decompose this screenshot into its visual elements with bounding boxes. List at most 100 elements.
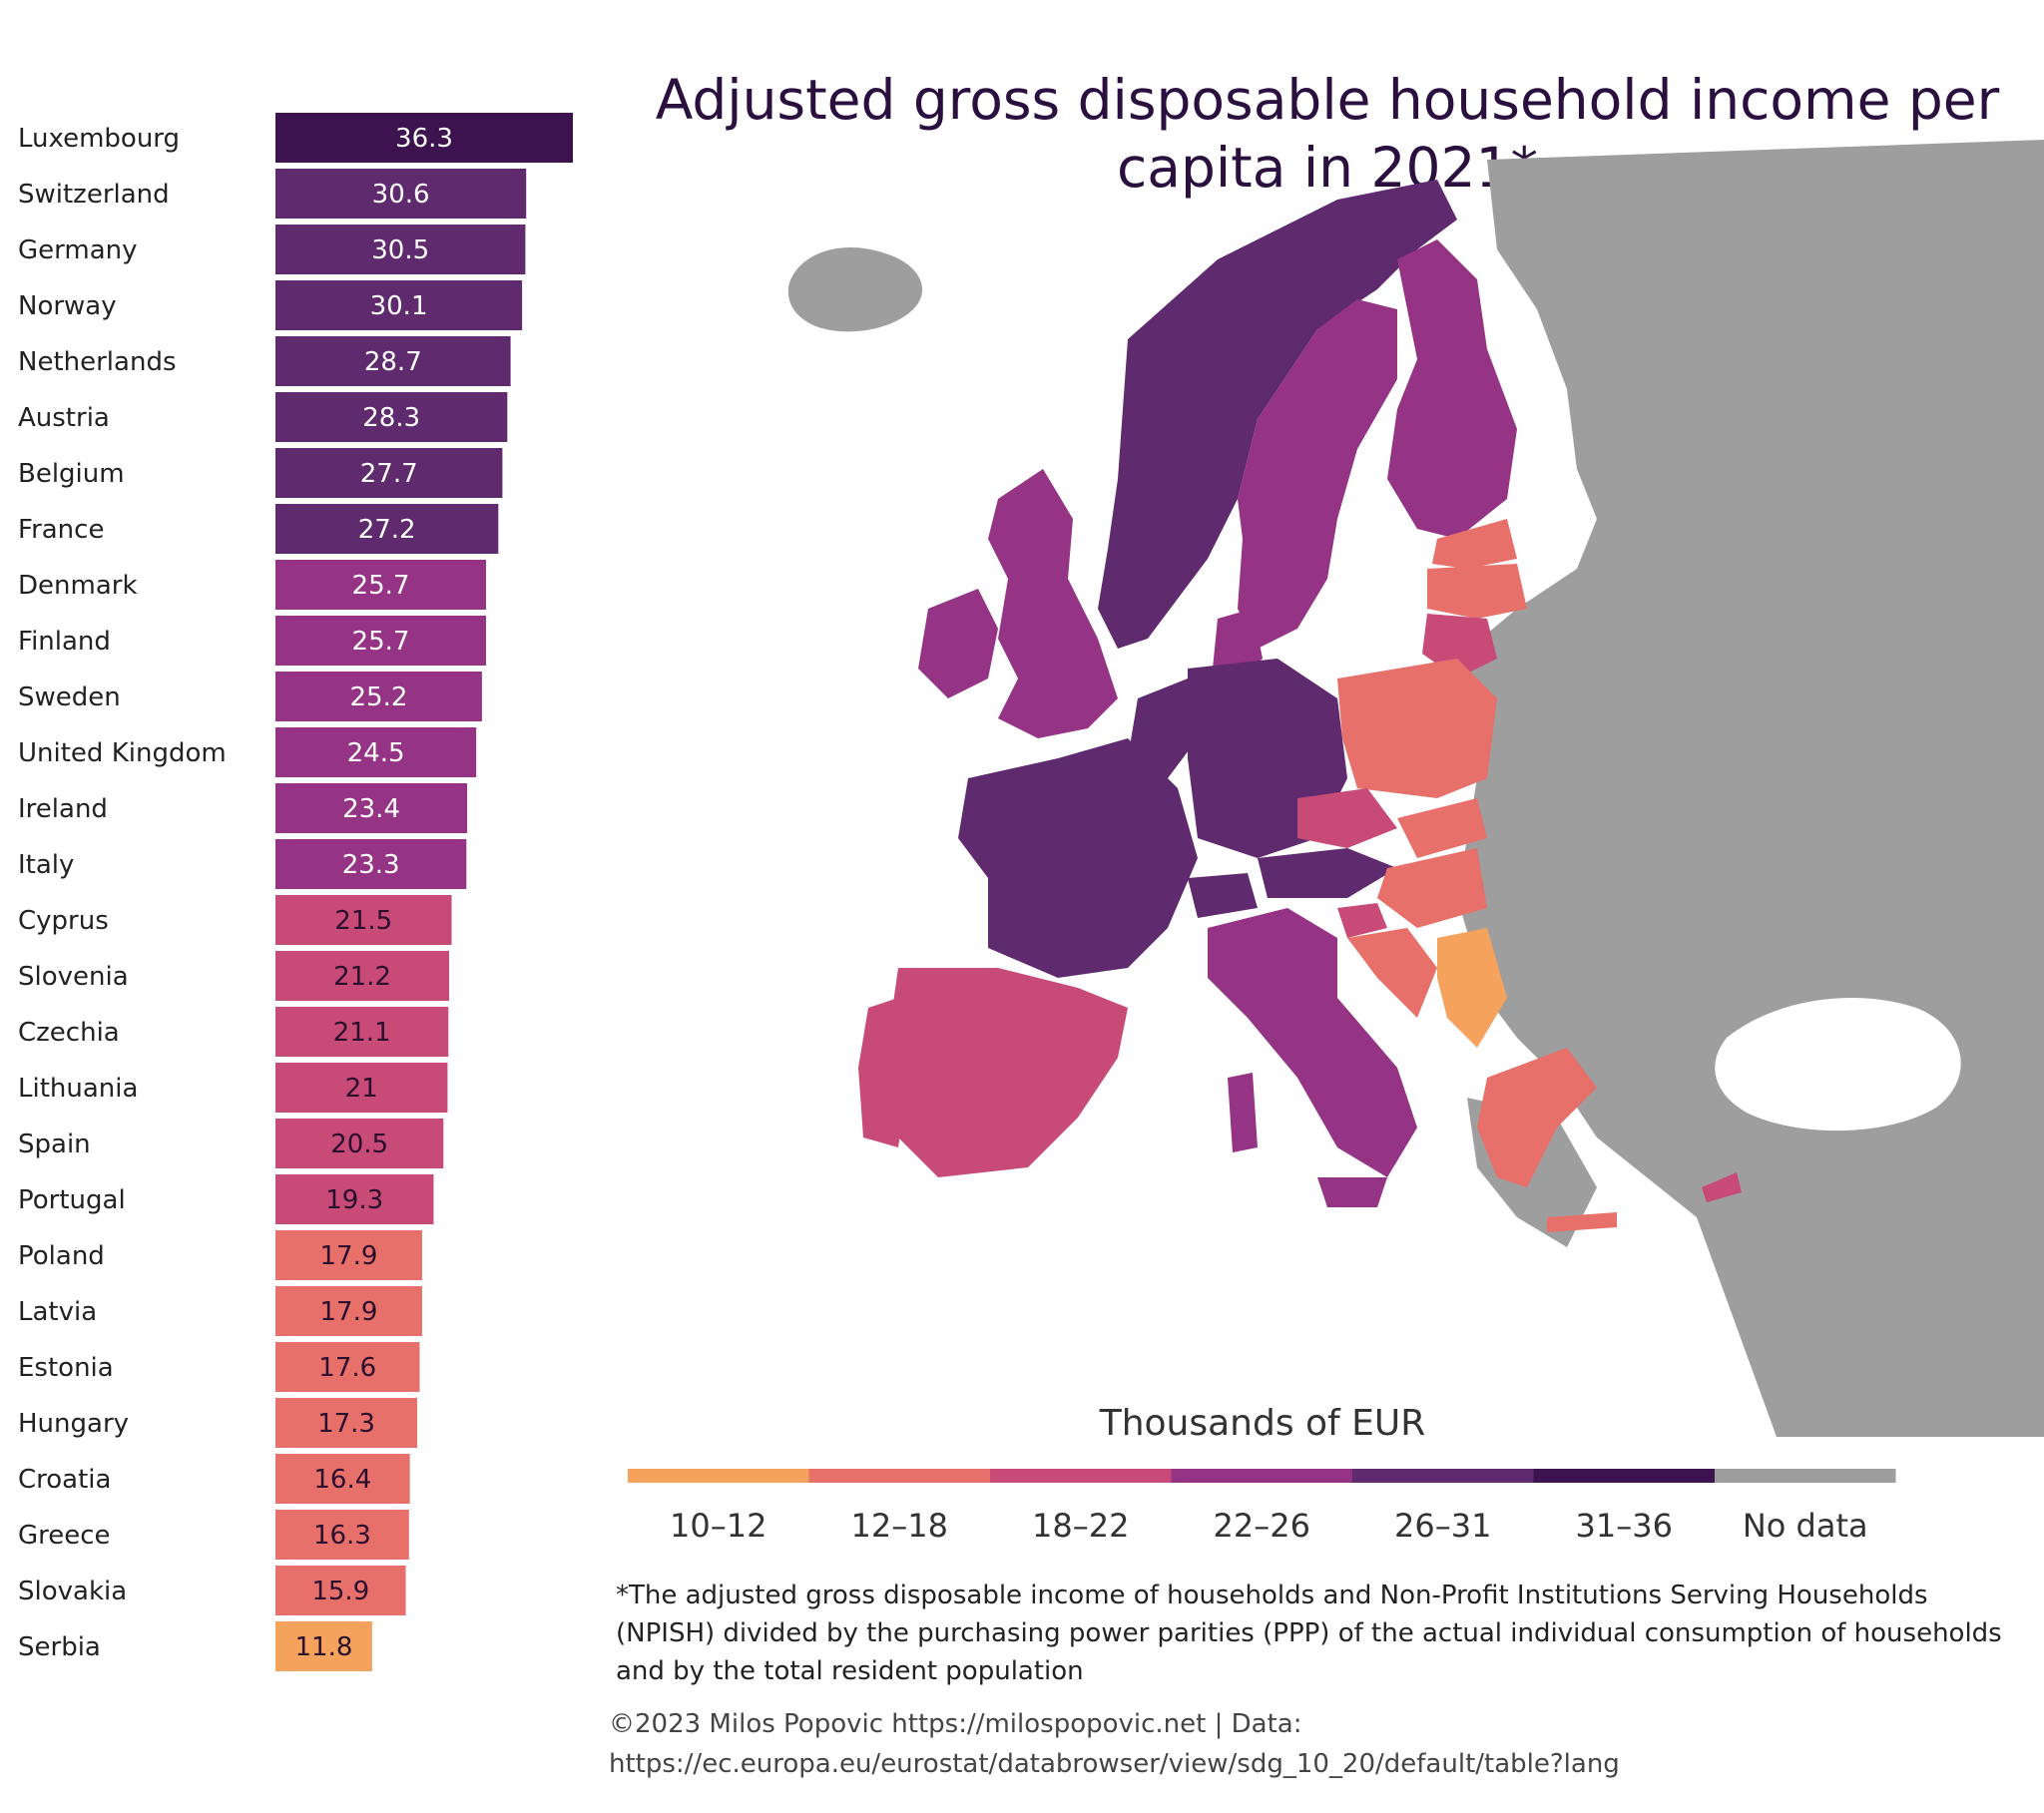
- map-region-crete: [1547, 1212, 1617, 1232]
- legend-swatch: [808, 1469, 990, 1483]
- data-label: 21.5: [334, 906, 392, 936]
- map-region-italy: [1208, 908, 1417, 1177]
- bar: [275, 616, 486, 666]
- data-label: 19.3: [325, 1185, 383, 1215]
- category-label: Finland: [18, 627, 111, 657]
- category-label: Luxembourg: [18, 124, 180, 154]
- map-region-croatia: [1347, 928, 1437, 1018]
- credit-line-2: https://ec.europa.eu/eurostat/databrowse…: [609, 1749, 1620, 1779]
- bar: [275, 1174, 434, 1224]
- bar: [275, 448, 503, 498]
- data-label: 17.9: [320, 1297, 378, 1327]
- map-region-sicily: [1317, 1177, 1387, 1207]
- data-label: 16.4: [313, 1465, 371, 1495]
- map-region-cyprus: [1702, 1172, 1742, 1202]
- bar: [275, 783, 468, 833]
- bar: [275, 169, 527, 219]
- legend-label: 10–12: [670, 1507, 766, 1545]
- europe-choropleth-map: [787, 140, 2044, 1437]
- bar: [275, 1510, 409, 1560]
- bar: [275, 504, 499, 554]
- legend-swatch: [1715, 1469, 1896, 1483]
- category-label: Portugal: [18, 1185, 126, 1215]
- map-region-greece: [1477, 1048, 1597, 1187]
- data-label: 15.9: [311, 1577, 369, 1606]
- category-label: Poland: [18, 1241, 105, 1271]
- bar: [275, 1007, 449, 1057]
- bar: [275, 336, 511, 386]
- data-label: 23.3: [342, 850, 400, 880]
- bar: [275, 951, 450, 1001]
- legend-label: No data: [1743, 1507, 1868, 1545]
- bar: [275, 1398, 418, 1448]
- data-label: 23.4: [342, 794, 400, 824]
- legend-swatch: [990, 1469, 1172, 1483]
- map-region-black-sea: [1715, 998, 1961, 1132]
- legend-label: 12–18: [851, 1507, 948, 1545]
- category-label: Switzerland: [18, 180, 170, 210]
- data-label: 11.8: [294, 1632, 352, 1662]
- map-region-portugal: [858, 998, 908, 1147]
- data-label: 21: [345, 1074, 378, 1104]
- category-label: Estonia: [18, 1353, 114, 1383]
- credit: ©2023 Milos Popovic https://milospopovic…: [609, 1704, 2026, 1784]
- category-label: Latvia: [18, 1297, 97, 1327]
- map-region-austria: [1258, 848, 1397, 898]
- category-label: Denmark: [18, 571, 138, 601]
- category-label: Norway: [18, 291, 117, 321]
- bar: [275, 1621, 372, 1671]
- map-region-finland: [1387, 239, 1517, 539]
- category-label: Ireland: [18, 794, 108, 824]
- data-label: 27.2: [358, 515, 416, 545]
- map-region-spain: [888, 968, 1128, 1177]
- bar: [275, 392, 508, 442]
- map-region-serbia: [1437, 928, 1507, 1048]
- category-label: Cyprus: [18, 906, 109, 936]
- bar: [275, 560, 486, 610]
- map-region-france: [958, 738, 1198, 978]
- bar: [275, 280, 523, 330]
- bar-chart: Luxembourg 36.3 Switzerland 30.6 Germany 30.5…: [18, 113, 573, 1671]
- map-region-czechia: [1297, 788, 1397, 848]
- legend-label: 31–36: [1576, 1507, 1673, 1545]
- data-label: 17.9: [320, 1241, 378, 1271]
- data-label: 20.5: [330, 1130, 388, 1159]
- category-label: Slovenia: [18, 962, 129, 992]
- category-label: Serbia: [18, 1632, 101, 1662]
- legend-label: 18–22: [1032, 1507, 1129, 1545]
- map-region-east-nodata: [1457, 140, 2044, 1437]
- category-label: Spain: [18, 1130, 91, 1159]
- category-label: Austria: [18, 403, 110, 433]
- legend-title: Thousands of EUR: [1099, 1403, 1426, 1444]
- data-label: 30.1: [370, 291, 428, 321]
- bar: [275, 839, 467, 889]
- map-region-ireland: [918, 589, 998, 698]
- data-label: 25.7: [352, 627, 410, 657]
- bar: [275, 225, 526, 274]
- map-region-sardinia: [1228, 1073, 1258, 1152]
- bar: [275, 895, 452, 945]
- legend-label: 26–31: [1394, 1507, 1491, 1545]
- category-label: Netherlands: [18, 347, 177, 377]
- bar: [275, 672, 482, 721]
- legend-label: 22–26: [1214, 1507, 1310, 1545]
- category-label: Hungary: [18, 1409, 129, 1439]
- chart-title: Adjusted gross disposable household inco…: [655, 68, 2000, 200]
- category-label: Czechia: [18, 1018, 120, 1048]
- map-region-latvia: [1427, 564, 1527, 619]
- bar: [275, 1063, 448, 1113]
- map-region-norway: [1098, 180, 1457, 649]
- credit-line-1: ©2023 Milos Popovic https://milospopovic…: [609, 1709, 1302, 1739]
- category-label: United Kingdom: [18, 738, 227, 768]
- data-label: 21.1: [333, 1018, 391, 1048]
- legend-swatch: [1352, 1469, 1534, 1483]
- data-label: 21.2: [333, 962, 391, 992]
- map-region-switzerland: [1188, 873, 1258, 918]
- footnote: *The adjusted gross disposable income of…: [616, 1581, 2002, 1686]
- bar: [275, 1230, 422, 1280]
- map-region-poland: [1337, 659, 1497, 798]
- map-region-benelux: [1128, 679, 1198, 778]
- category-label: Greece: [18, 1521, 111, 1551]
- map-region-hungary: [1377, 848, 1487, 928]
